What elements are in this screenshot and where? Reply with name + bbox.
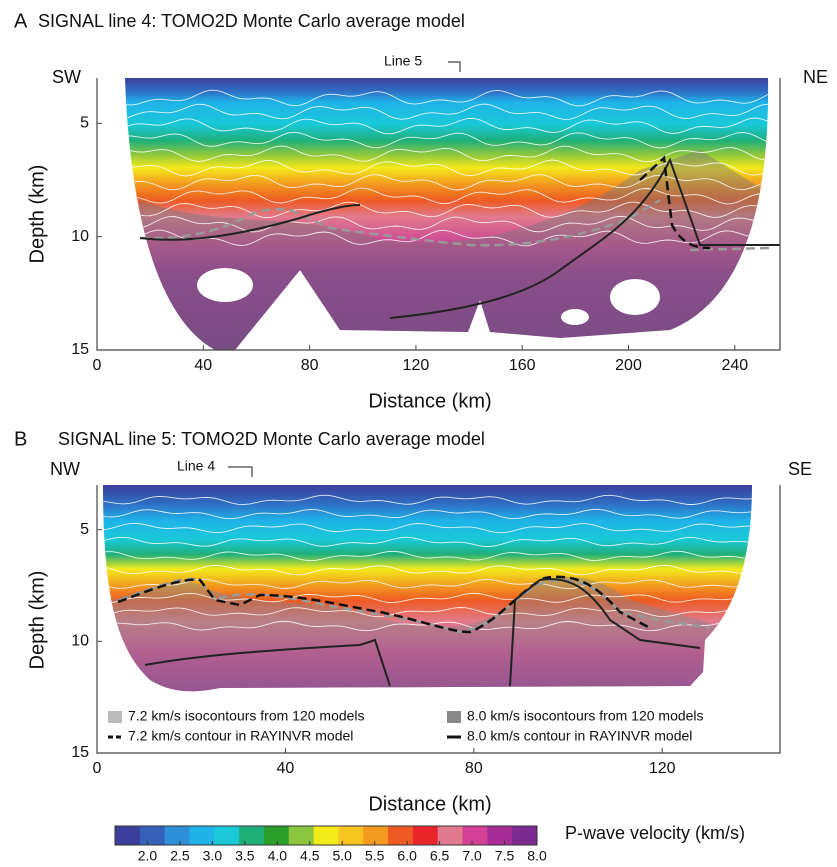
colorbar-frame	[114, 825, 538, 846]
colorbar-tick-label: 4.0	[268, 848, 288, 864]
colorbar-tick-label: 3.0	[203, 848, 223, 864]
colorbar-tick-label: 5.0	[332, 848, 352, 864]
colorbar-tick-label: 5.5	[365, 848, 385, 864]
panel-label: A	[14, 10, 28, 32]
colorbar-segment	[239, 826, 265, 845]
colorbar-tick-label: 7.5	[495, 848, 515, 864]
y-axis-label: Depth (km)	[26, 571, 48, 670]
panel-label: B	[14, 428, 27, 450]
colorbar-segment	[263, 826, 290, 845]
colorbar-tick-label: 2.5	[170, 848, 190, 864]
x-tick-label: 40	[277, 760, 295, 777]
isovelocity-contour	[125, 131, 769, 149]
legend-label: 8.0 km/s contour in RAYINVR model	[467, 728, 692, 744]
colorbar-tick-label: 7.0	[462, 848, 482, 864]
colorbar-tick-label: 3.5	[235, 848, 255, 864]
isovelocity-contour	[103, 508, 752, 520]
legend-swatch	[108, 711, 122, 723]
panel-title: SIGNAL line 4: TOMO2D Monte Carlo averag…	[38, 11, 465, 31]
x-tick-label: 240	[721, 357, 748, 374]
panel-title: SIGNAL line 5: TOMO2D Monte Carlo averag…	[58, 429, 485, 449]
y-tick-label: 5	[80, 521, 89, 538]
colorbar-segment	[115, 826, 141, 845]
x-axis-label: Distance (km)	[368, 390, 491, 412]
colorbar-segment	[164, 826, 190, 845]
line-marker	[448, 61, 461, 72]
x-tick-label: 200	[615, 357, 642, 374]
isovelocity-contour	[125, 229, 769, 247]
isovelocity-contour	[103, 522, 752, 534]
velocity-models	[103, 78, 780, 692]
legend-label: 7.2 km/s contour in RAYINVR model	[128, 728, 353, 744]
legend-label: 7.2 km/s isocontours from 120 models	[128, 708, 365, 724]
isovelocity-contour	[103, 592, 752, 604]
colorbar-segment	[512, 826, 538, 845]
side-label: NW	[50, 459, 80, 479]
isovelocity-contour	[103, 578, 752, 590]
x-tick-label: 0	[93, 760, 102, 777]
isovelocity-contour	[125, 103, 769, 121]
colorbar-segment	[487, 826, 513, 845]
colorbar-segment	[437, 826, 464, 845]
model-b	[103, 485, 752, 692]
isovelocity-contour	[125, 89, 769, 107]
side-label: SE	[788, 459, 812, 479]
colorbar-segment	[412, 826, 439, 845]
colorbar-segment	[139, 826, 166, 845]
isovelocity-contour	[103, 606, 752, 618]
isovelocity-contour	[103, 536, 752, 547]
text-layer: A SIGNAL line 4: TOMO2D Monte Carlo aver…	[14, 10, 828, 842]
colorbar-segment	[288, 826, 315, 845]
isovelocity-contour	[125, 159, 769, 177]
legend-swatch	[447, 711, 461, 723]
isovelocity-contour	[125, 117, 769, 135]
colorbar-segment	[313, 826, 339, 845]
axis-frame	[96, 78, 781, 351]
colorbar-tick-label: 2.0	[138, 848, 158, 864]
colorbar-segment	[388, 826, 414, 845]
colorbar-tick-label: 4.5	[300, 848, 320, 864]
isovelocity-contour	[103, 564, 752, 576]
colorbar-tick-label: 8.0	[527, 848, 547, 864]
axis-frame	[96, 485, 781, 754]
y-tick-label: 5	[80, 115, 89, 132]
y-tick-label: 15	[71, 744, 89, 761]
line-marker-label: Line 4	[177, 458, 215, 474]
x-tick-label: 80	[465, 760, 483, 777]
x-tick-label: 160	[509, 357, 536, 374]
isovelocity-contour	[103, 550, 752, 562]
line-marker	[228, 466, 253, 477]
side-label: NE	[803, 67, 828, 87]
colorbar-segment	[214, 826, 240, 845]
x-tick-label: 120	[403, 357, 430, 374]
colorbar-tick-label: 6.5	[430, 848, 450, 864]
model-a	[125, 78, 769, 350]
isovelocity-contour	[125, 201, 769, 219]
colorbar-segment	[338, 826, 364, 845]
colorbar-segment	[363, 826, 389, 845]
y-tick-label: 10	[71, 633, 89, 650]
colorbar-segment	[189, 826, 215, 845]
isovelocity-contour	[125, 187, 769, 205]
x-tick-label: 0	[93, 357, 102, 374]
line-marker-label: Line 5	[384, 53, 422, 69]
isovelocity-contour	[103, 494, 752, 505]
x-axis-label: Distance (km)	[368, 793, 491, 815]
colorbar-segment	[462, 826, 488, 845]
y-tick-label: 10	[71, 228, 89, 245]
y-axis-label: Depth (km)	[26, 165, 48, 264]
colorbar-tick-label: 6.0	[397, 848, 417, 864]
legend-label: 8.0 km/s isocontours from 120 models	[467, 708, 704, 724]
x-tick-label: 40	[194, 357, 212, 374]
colorbar-label: P-wave velocity (km/s)	[565, 823, 745, 843]
x-tick-label: 120	[649, 760, 676, 777]
x-tick-label: 80	[301, 357, 319, 374]
y-tick-label: 15	[71, 341, 89, 358]
side-label: SW	[52, 67, 81, 87]
